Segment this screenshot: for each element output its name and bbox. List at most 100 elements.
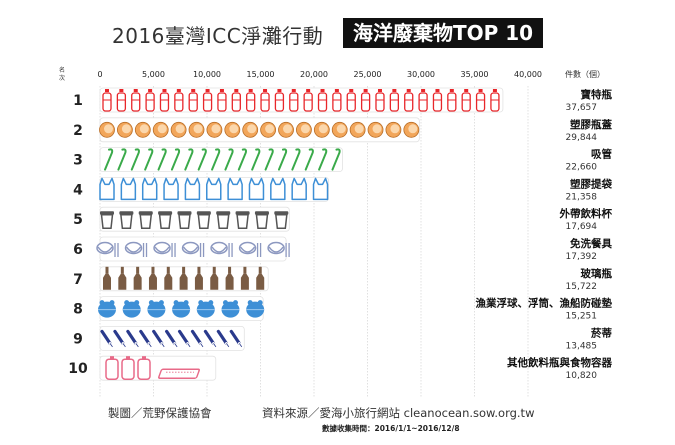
x-tick-label: 10,000 — [193, 70, 221, 79]
value-label: 21,358 — [566, 192, 598, 202]
drink-cup-icon — [196, 211, 211, 229]
straw-icon — [318, 148, 328, 171]
chart-row — [98, 296, 265, 322]
bottle-cap-icon — [260, 121, 277, 138]
bottle-icon — [360, 89, 371, 112]
bottle-cap-icon — [99, 121, 115, 138]
food-container-icon — [137, 356, 151, 380]
rank-number: 3 — [73, 153, 83, 169]
value-label: 15,722 — [566, 282, 598, 292]
bottle-icon — [202, 89, 213, 112]
rank-number: 6 — [73, 242, 83, 258]
chart-row — [99, 206, 290, 232]
credit-text: 製圖／荒野保護協會 — [108, 406, 212, 420]
tableware-icon — [124, 241, 148, 257]
tableware-icon — [153, 241, 176, 257]
x-tick-label: 30,000 — [407, 70, 435, 79]
drink-cup-icon — [138, 211, 153, 229]
glass-bottle-icon — [210, 266, 219, 290]
bottle-cap-icon — [296, 121, 312, 138]
straw-icon — [144, 148, 154, 171]
bottle-cap-icon — [278, 121, 294, 138]
plastic-bag-icon — [120, 177, 137, 201]
bottle-icon — [447, 89, 457, 112]
straw-icon — [331, 148, 341, 171]
cigarette-butt-icon — [139, 329, 153, 349]
bottle-cap-icon — [385, 121, 402, 138]
x-tick-label: 40,000 — [514, 70, 542, 79]
value-label: 17,392 — [566, 252, 598, 262]
plastic-bag-icon — [184, 177, 201, 201]
cigarette-butt-icon — [190, 329, 205, 349]
x-tick-label: 20,000 — [300, 70, 328, 79]
cigarette-butt-icon — [203, 329, 218, 349]
cigarette-butt-icon — [216, 329, 231, 349]
plastic-bag-icon — [227, 177, 243, 201]
bottle-cap-icon — [349, 121, 366, 138]
fishing-float-icon — [98, 300, 116, 318]
pictogram-bar-chart: 名次 件數（個） 0 5,000 10,000 15,000 20,000 25,000 30,… — [59, 66, 612, 398]
rank-axis-label-char: 次 — [59, 74, 65, 82]
value-label: 13,485 — [566, 341, 598, 351]
plastic-bag-icon — [248, 177, 265, 201]
food-container-icon — [105, 356, 119, 380]
straw-icon — [304, 148, 314, 171]
chart-row — [99, 325, 245, 351]
straw-icon — [170, 148, 181, 171]
plastic-bag-icon — [141, 177, 158, 201]
rank-number: 10 — [68, 361, 88, 377]
chart-row — [99, 117, 420, 143]
bottle-icon — [303, 89, 313, 112]
bottle-cap-icon — [206, 121, 223, 138]
straw-icon — [104, 148, 114, 171]
straw-icon — [211, 148, 221, 171]
fishing-float-icon — [172, 300, 191, 318]
rank-number: 1 — [73, 93, 83, 109]
cigarette-butt-icon — [100, 329, 114, 349]
bottle-icon — [375, 89, 385, 112]
chart-row — [99, 147, 343, 173]
bottle-icon — [332, 89, 342, 112]
tableware-icon — [267, 241, 290, 257]
bottle-icon — [159, 89, 170, 112]
source-text: 資料來源／愛海小旅行網站 cleanocean.sow.org.tw — [262, 406, 535, 420]
glass-bottle-icon — [103, 266, 111, 290]
category-label: 菸蒂 — [591, 326, 612, 339]
tableware-icon — [238, 241, 262, 257]
value-label: 29,844 — [566, 133, 598, 143]
drink-cup-icon — [158, 211, 173, 229]
glass-bottle-icon — [240, 266, 249, 290]
bottle-icon — [490, 89, 500, 112]
drink-cup-icon — [216, 211, 231, 229]
food-container-icon — [158, 368, 200, 379]
straw-icon — [130, 148, 140, 171]
rank-number: 4 — [73, 182, 83, 198]
plastic-bag-icon — [312, 177, 329, 201]
value-label: 37,657 — [566, 103, 598, 113]
x-tick-label: 35,000 — [461, 70, 489, 79]
bottle-cap-icon — [152, 121, 169, 138]
bottle-cap-icon — [403, 121, 420, 138]
bottle-icon — [217, 89, 227, 112]
bottle-icon — [461, 89, 471, 112]
fishing-float-icon — [246, 300, 265, 318]
x-tick-label: 0 — [97, 70, 102, 79]
value-label: 10,820 — [566, 371, 598, 381]
bottle-icon — [404, 89, 414, 112]
bottle-cap-icon — [313, 121, 330, 138]
drink-cup-icon — [235, 211, 250, 229]
food-container-icon — [121, 356, 135, 380]
cigarette-butt-icon — [126, 329, 140, 349]
cigarette-butt-icon — [165, 329, 179, 349]
rank-number: 7 — [73, 272, 83, 288]
plastic-bag-icon — [163, 177, 179, 201]
straw-icon — [291, 148, 301, 171]
value-label: 15,251 — [566, 312, 598, 322]
drink-cup-icon — [100, 211, 114, 229]
bottle-icon — [432, 89, 443, 112]
straw-icon — [157, 148, 167, 171]
glass-bottle-icon — [225, 266, 234, 290]
straw-icon — [251, 148, 261, 171]
straw-icon — [184, 148, 194, 171]
